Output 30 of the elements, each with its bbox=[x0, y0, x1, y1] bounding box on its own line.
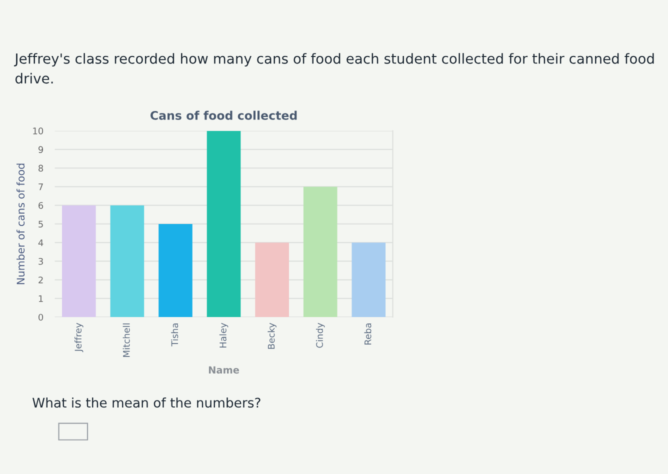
chart-title: Cans of food collected bbox=[150, 110, 297, 120]
y-tick-label: 5 bbox=[38, 220, 43, 228]
x-tick-label: Becky bbox=[268, 322, 276, 349]
y-tick-label: 1 bbox=[38, 295, 43, 302]
x-tick-label: Reba bbox=[364, 323, 372, 344]
x-tick-label: Mitchell bbox=[122, 324, 130, 357]
y-tick-label: 3 bbox=[38, 258, 43, 265]
text: What is the mean of the numbers? bbox=[32, 397, 260, 408]
y-tick-label: 2 bbox=[38, 276, 43, 284]
bar bbox=[158, 224, 192, 318]
bar bbox=[206, 130, 241, 318]
y-tick-label: 4 bbox=[38, 239, 44, 246]
y-tick-label: 7 bbox=[38, 184, 43, 190]
x-tick-label: Tisha bbox=[171, 323, 178, 346]
y-tick-label: 6 bbox=[38, 202, 44, 209]
x-axis-title: Name bbox=[208, 366, 240, 374]
bar bbox=[352, 242, 386, 318]
y-tick-label: 9 bbox=[38, 146, 44, 154]
x-tick-label: Cindy bbox=[316, 322, 325, 348]
y-tick-label: 0 bbox=[38, 314, 44, 321]
y-tick-label: 8 bbox=[38, 164, 44, 172]
bar bbox=[303, 186, 338, 318]
x-tick-label: Haley bbox=[219, 322, 228, 348]
bar bbox=[62, 205, 96, 318]
bar bbox=[110, 205, 144, 318]
x-tick-label: Jeffrey bbox=[74, 322, 84, 352]
bar bbox=[255, 242, 289, 318]
y-tick-label: 10 bbox=[33, 128, 44, 134]
text: Jeffrey's class recorded how many cans of food each student collected for their canned food drive. bbox=[14, 53, 654, 84]
y-axis-title: Number of cans of food bbox=[16, 164, 25, 284]
